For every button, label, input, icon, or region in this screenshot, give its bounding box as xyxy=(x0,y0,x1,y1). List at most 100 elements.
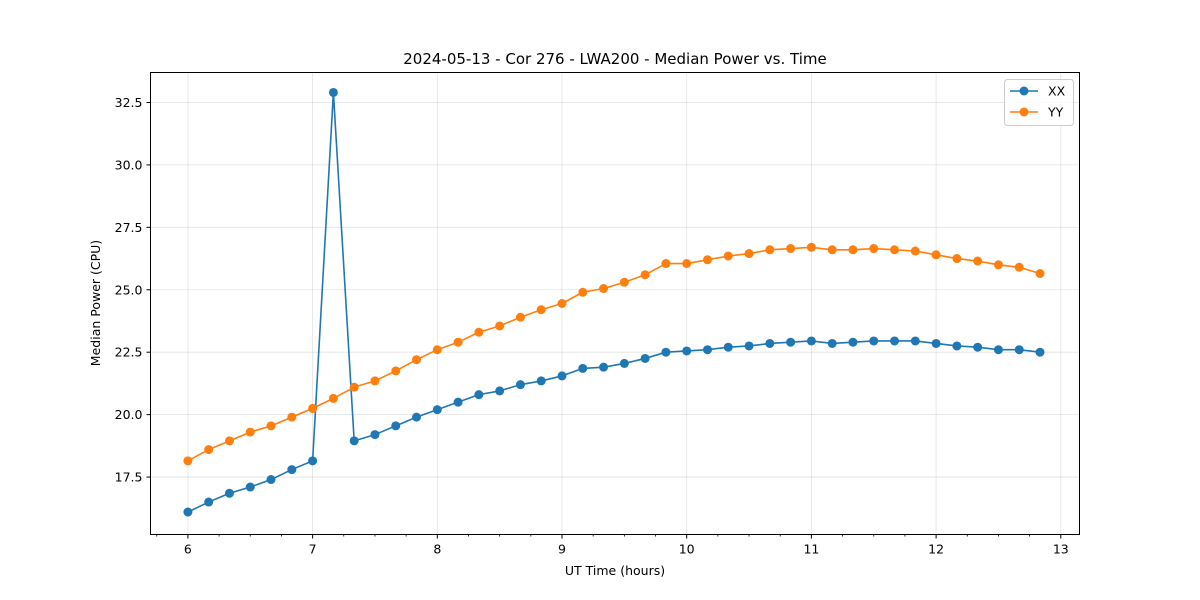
data-point-yy xyxy=(349,382,359,392)
grid xyxy=(150,72,1080,535)
data-point-xx xyxy=(308,456,318,466)
data-point-yy xyxy=(993,260,1003,270)
x-axis-label: UT Time (hours) xyxy=(565,563,665,578)
x-tick-label: 8 xyxy=(433,542,441,557)
data-point-xx xyxy=(682,346,692,356)
x-tick-label: 9 xyxy=(558,542,566,557)
data-point-yy xyxy=(890,245,900,255)
data-point-xx xyxy=(1014,345,1024,355)
data-point-yy xyxy=(515,312,525,322)
data-point-xx xyxy=(640,353,650,363)
data-point-xx xyxy=(993,345,1003,355)
data-point-yy xyxy=(453,337,463,347)
data-point-xx xyxy=(432,405,442,415)
x-tick-label: 6 xyxy=(184,542,192,557)
x-axis: 6 7 8 9 10 11 12 13 xyxy=(156,534,1069,557)
legend: XX YY xyxy=(1004,79,1074,126)
data-point-xx xyxy=(287,465,297,475)
y-tick-label: 17.5 xyxy=(115,470,143,485)
data-point-xx xyxy=(515,380,525,390)
data-point-xx xyxy=(224,488,234,498)
legend-marker-xx xyxy=(1019,86,1029,96)
data-point-yy xyxy=(370,376,380,386)
y-tick-label: 25.0 xyxy=(115,282,143,297)
data-point-xx xyxy=(931,338,941,348)
x-tick-label: 7 xyxy=(309,542,317,557)
data-point-yy xyxy=(848,245,858,255)
x-tick-label: 12 xyxy=(928,542,944,557)
series-layer xyxy=(183,87,1045,517)
data-point-yy xyxy=(204,445,214,455)
data-point-yy xyxy=(786,244,796,254)
data-point-xx xyxy=(349,436,359,446)
data-point-xx xyxy=(474,390,484,400)
data-point-yy xyxy=(578,287,588,297)
data-point-xx xyxy=(578,363,588,373)
data-point-xx xyxy=(765,338,775,348)
data-point-yy xyxy=(723,251,733,261)
data-point-yy xyxy=(328,393,338,403)
y-tick-label: 27.5 xyxy=(115,220,143,235)
data-point-yy xyxy=(661,259,671,269)
data-point-xx xyxy=(204,497,214,507)
data-point-xx xyxy=(495,386,505,396)
data-point-yy xyxy=(682,259,692,269)
data-point-xx xyxy=(973,342,983,352)
data-point-yy xyxy=(308,403,318,413)
legend-label-xx: XX xyxy=(1048,84,1066,99)
data-point-xx xyxy=(557,371,567,381)
data-point-xx xyxy=(266,475,276,485)
data-point-xx xyxy=(1035,347,1045,357)
data-point-yy xyxy=(827,245,837,255)
data-point-yy xyxy=(557,299,567,308)
data-point-xx xyxy=(869,336,879,346)
data-point-yy xyxy=(536,305,546,315)
data-point-yy xyxy=(952,254,962,264)
legend-label-yy: YY xyxy=(1047,105,1064,120)
y-tick-label: 30.0 xyxy=(115,157,143,172)
data-point-yy xyxy=(599,284,609,294)
series-xx xyxy=(183,87,1045,517)
data-point-xx xyxy=(952,341,962,351)
data-point-yy xyxy=(1035,269,1045,279)
data-point-yy xyxy=(619,277,629,287)
legend-marker-yy xyxy=(1019,107,1029,117)
data-point-yy xyxy=(702,255,712,265)
data-point-yy xyxy=(910,246,920,256)
data-point-yy xyxy=(806,242,816,252)
x-tick-label: 10 xyxy=(679,542,695,557)
data-point-yy xyxy=(765,245,775,255)
data-point-yy xyxy=(744,249,754,259)
data-point-yy xyxy=(495,321,505,331)
data-point-xx xyxy=(723,342,733,352)
y-axis-label: Median Power (CPU) xyxy=(88,240,103,366)
data-point-yy xyxy=(640,270,650,280)
data-point-xx xyxy=(890,336,900,346)
data-point-xx xyxy=(536,376,546,386)
series-yy xyxy=(183,242,1045,466)
data-point-xx xyxy=(619,358,629,368)
data-point-xx xyxy=(412,412,422,422)
data-point-xx xyxy=(848,337,858,347)
data-point-xx xyxy=(183,507,193,517)
data-point-yy xyxy=(224,436,234,446)
y-tick-label: 22.5 xyxy=(115,345,143,360)
data-point-xx xyxy=(370,430,380,440)
x-tick-label: 11 xyxy=(803,542,819,557)
y-axis: 17.5 20.0 22.5 25.0 27.5 30.0 32.5 xyxy=(115,95,151,485)
data-point-yy xyxy=(931,250,941,260)
data-point-xx xyxy=(599,362,609,372)
data-point-yy xyxy=(474,327,484,337)
plot-frame xyxy=(150,72,1080,535)
data-point-xx xyxy=(453,397,463,407)
data-point-xx xyxy=(328,87,338,97)
data-point-xx xyxy=(910,336,920,346)
data-point-xx xyxy=(661,347,671,357)
y-tick-label: 20.0 xyxy=(115,407,143,422)
data-point-yy xyxy=(869,244,879,254)
data-point-xx xyxy=(702,345,712,355)
data-point-yy xyxy=(412,355,422,365)
data-point-xx xyxy=(744,341,754,351)
